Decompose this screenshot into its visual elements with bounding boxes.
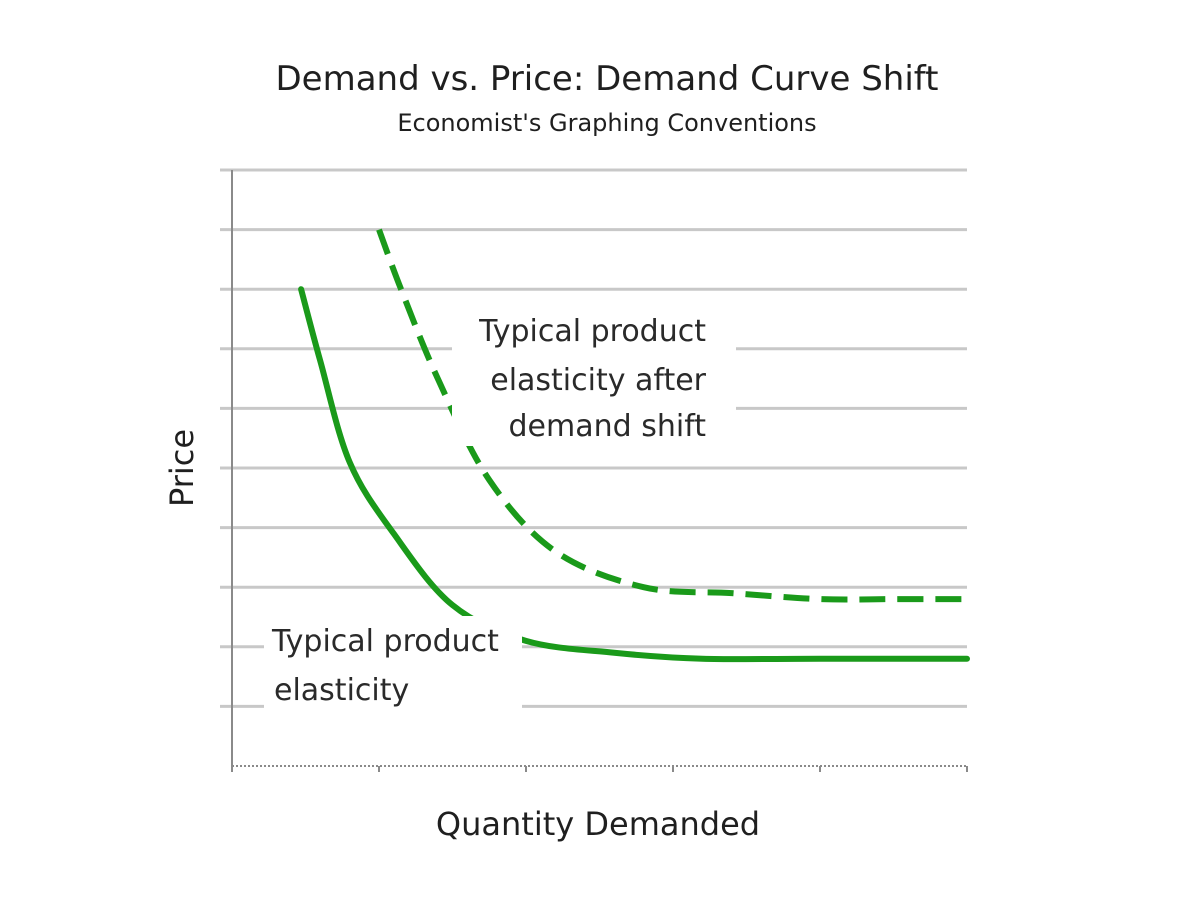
annotation-dashed-bg: [452, 306, 736, 446]
chart-title: Demand vs. Price: Demand Curve Shift: [275, 59, 938, 99]
annotation-dashed-line-1: Typical product: [478, 314, 706, 349]
annotation-dashed-line-2: elasticity after: [490, 363, 706, 398]
annotation-solid-line-1: Typical product: [271, 624, 499, 659]
annotation-solid-line-2: elasticity: [274, 673, 409, 708]
annotation-solid-bg: [264, 616, 522, 712]
annotation-dashed-line-3: demand shift: [509, 409, 707, 444]
annotation-dashed: Typical product elasticity after demand …: [452, 306, 736, 446]
x-axis-label: Quantity Demanded: [436, 805, 760, 843]
annotation-solid: Typical product elasticity: [264, 616, 522, 712]
chart-subtitle: Economist's Graphing Conventions: [397, 109, 816, 137]
y-axis-label: Price: [163, 429, 201, 507]
axes: [231, 170, 968, 772]
series-line-dashed: [376, 228, 967, 603]
